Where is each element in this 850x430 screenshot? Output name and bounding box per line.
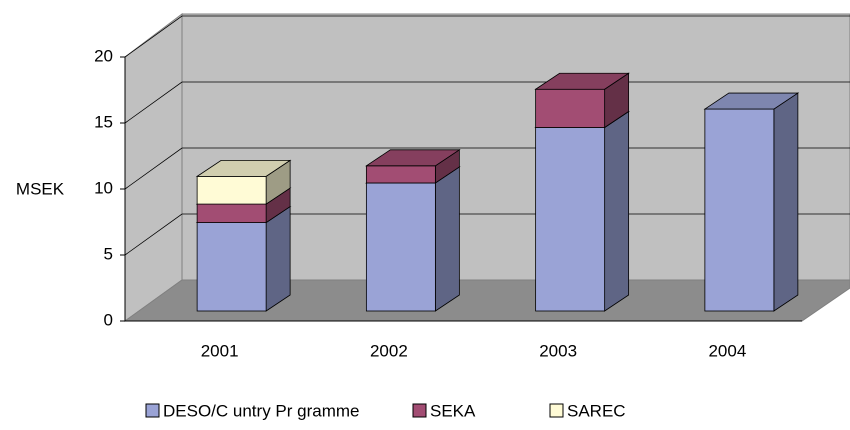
- bar: [365, 165, 436, 184]
- x-tick-label: 2001: [201, 341, 239, 360]
- bar-side: [604, 110, 630, 312]
- left-wall: [124, 12, 183, 322]
- back-wall: [181, 13, 850, 281]
- y-tick-label: 20: [94, 46, 113, 65]
- legend-swatch: [412, 403, 427, 418]
- x-tick-label: 2002: [370, 341, 408, 360]
- legend-label: SEKA: [430, 401, 476, 420]
- bar: [704, 108, 775, 312]
- legend-label: SAREC: [567, 401, 626, 420]
- bar-top: [365, 149, 461, 167]
- y-tick-label: 0: [104, 310, 113, 329]
- bar: [196, 175, 267, 205]
- legend-swatch: [145, 403, 160, 418]
- y-axis-label: MSEK: [16, 179, 65, 198]
- bar: [365, 182, 436, 312]
- y-tick-label: 10: [94, 178, 113, 197]
- bar-top: [195, 159, 292, 177]
- bar-side: [265, 205, 291, 312]
- bar-top: [534, 72, 630, 90]
- grid-line: [124, 15, 850, 58]
- bar: [196, 203, 267, 223]
- y-tick-label: 5: [104, 244, 113, 263]
- bar-side: [434, 166, 460, 312]
- legend-label: DESO/C untry Pr gramme: [163, 401, 360, 420]
- bar-side: [773, 92, 799, 312]
- bar: [196, 222, 267, 312]
- y-tick-label: 15: [94, 112, 113, 131]
- x-tick-label: 2004: [708, 341, 746, 360]
- bar-top: [703, 92, 800, 110]
- x-tick-label: 2003: [539, 341, 577, 360]
- bar: [535, 88, 606, 128]
- bar: [535, 127, 606, 312]
- legend-swatch: [549, 403, 564, 418]
